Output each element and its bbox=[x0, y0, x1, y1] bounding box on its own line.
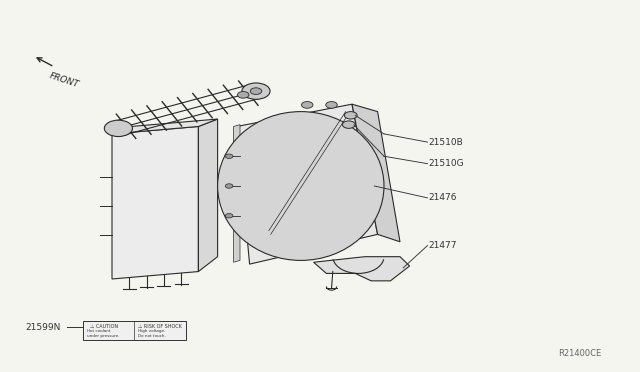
Text: ⚠ RISK OF SHOCK: ⚠ RISK OF SHOCK bbox=[138, 324, 182, 329]
Text: ⚠ CAUTION: ⚠ CAUTION bbox=[90, 324, 118, 329]
Polygon shape bbox=[112, 119, 218, 134]
Circle shape bbox=[225, 214, 233, 218]
Text: R21400CE: R21400CE bbox=[558, 349, 602, 358]
Polygon shape bbox=[352, 104, 400, 242]
Text: 21510G: 21510G bbox=[429, 159, 465, 168]
Polygon shape bbox=[237, 104, 378, 264]
Circle shape bbox=[250, 88, 262, 94]
Circle shape bbox=[104, 120, 132, 137]
Ellipse shape bbox=[218, 112, 384, 260]
Polygon shape bbox=[234, 125, 240, 262]
Text: FRONT: FRONT bbox=[48, 71, 80, 90]
Circle shape bbox=[301, 102, 313, 108]
Polygon shape bbox=[112, 126, 198, 279]
Text: 21477: 21477 bbox=[429, 241, 458, 250]
Circle shape bbox=[237, 92, 249, 98]
Circle shape bbox=[225, 154, 233, 158]
Polygon shape bbox=[314, 257, 410, 281]
Circle shape bbox=[342, 121, 355, 128]
Bar bbox=[83, 321, 186, 340]
Text: High voltage.
Do not touch.: High voltage. Do not touch. bbox=[138, 329, 165, 338]
Text: Hot coolant
under pressure.: Hot coolant under pressure. bbox=[87, 329, 120, 338]
Text: 21599N: 21599N bbox=[26, 323, 61, 332]
Polygon shape bbox=[198, 119, 218, 272]
Text: 21476: 21476 bbox=[429, 193, 458, 202]
Text: 21510B: 21510B bbox=[429, 138, 463, 147]
Circle shape bbox=[242, 83, 270, 99]
Circle shape bbox=[225, 184, 233, 188]
Circle shape bbox=[344, 112, 357, 119]
Circle shape bbox=[326, 102, 337, 108]
